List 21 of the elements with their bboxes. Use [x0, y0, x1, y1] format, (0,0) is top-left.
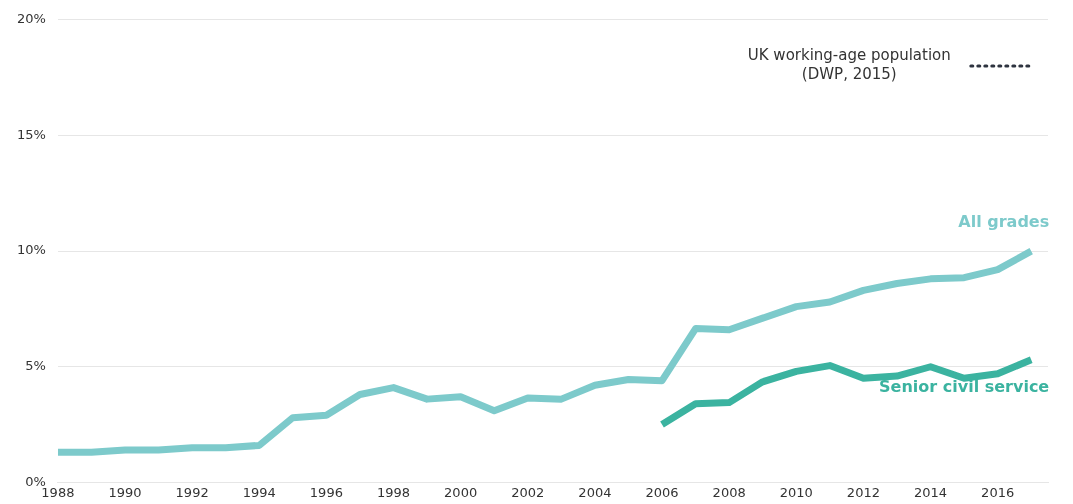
y-tick-label: 20% — [16, 11, 46, 27]
x-tick-label: 2002 — [511, 484, 545, 500]
series-label: UK working-age population (DWP, 2015) — [747, 46, 951, 84]
y-tick-label: 15% — [16, 126, 46, 142]
series-label: Senior civil service — [879, 376, 1050, 396]
x-tick-label: 2008 — [712, 484, 746, 500]
x-tick-label: 2010 — [779, 484, 813, 500]
x-tick-label: 1994 — [242, 484, 276, 500]
series-label: All grades — [958, 212, 1050, 232]
x-tick-label: 2016 — [981, 484, 1015, 500]
x-tick-label: 2014 — [913, 484, 948, 500]
x-tick-label: 2012 — [846, 484, 880, 500]
x-tick-label: 2004 — [578, 484, 612, 500]
x-tick-label: 2006 — [645, 484, 679, 500]
x-tick-label: 1992 — [175, 484, 209, 500]
y-tick-label: 5% — [25, 358, 46, 374]
y-tick-label: 10% — [16, 242, 46, 258]
x-tick-label: 1990 — [108, 484, 142, 500]
x-tick-label: 1996 — [309, 484, 343, 500]
x-tick-label: 1998 — [376, 484, 411, 500]
x-tick-label: 2000 — [444, 484, 478, 500]
